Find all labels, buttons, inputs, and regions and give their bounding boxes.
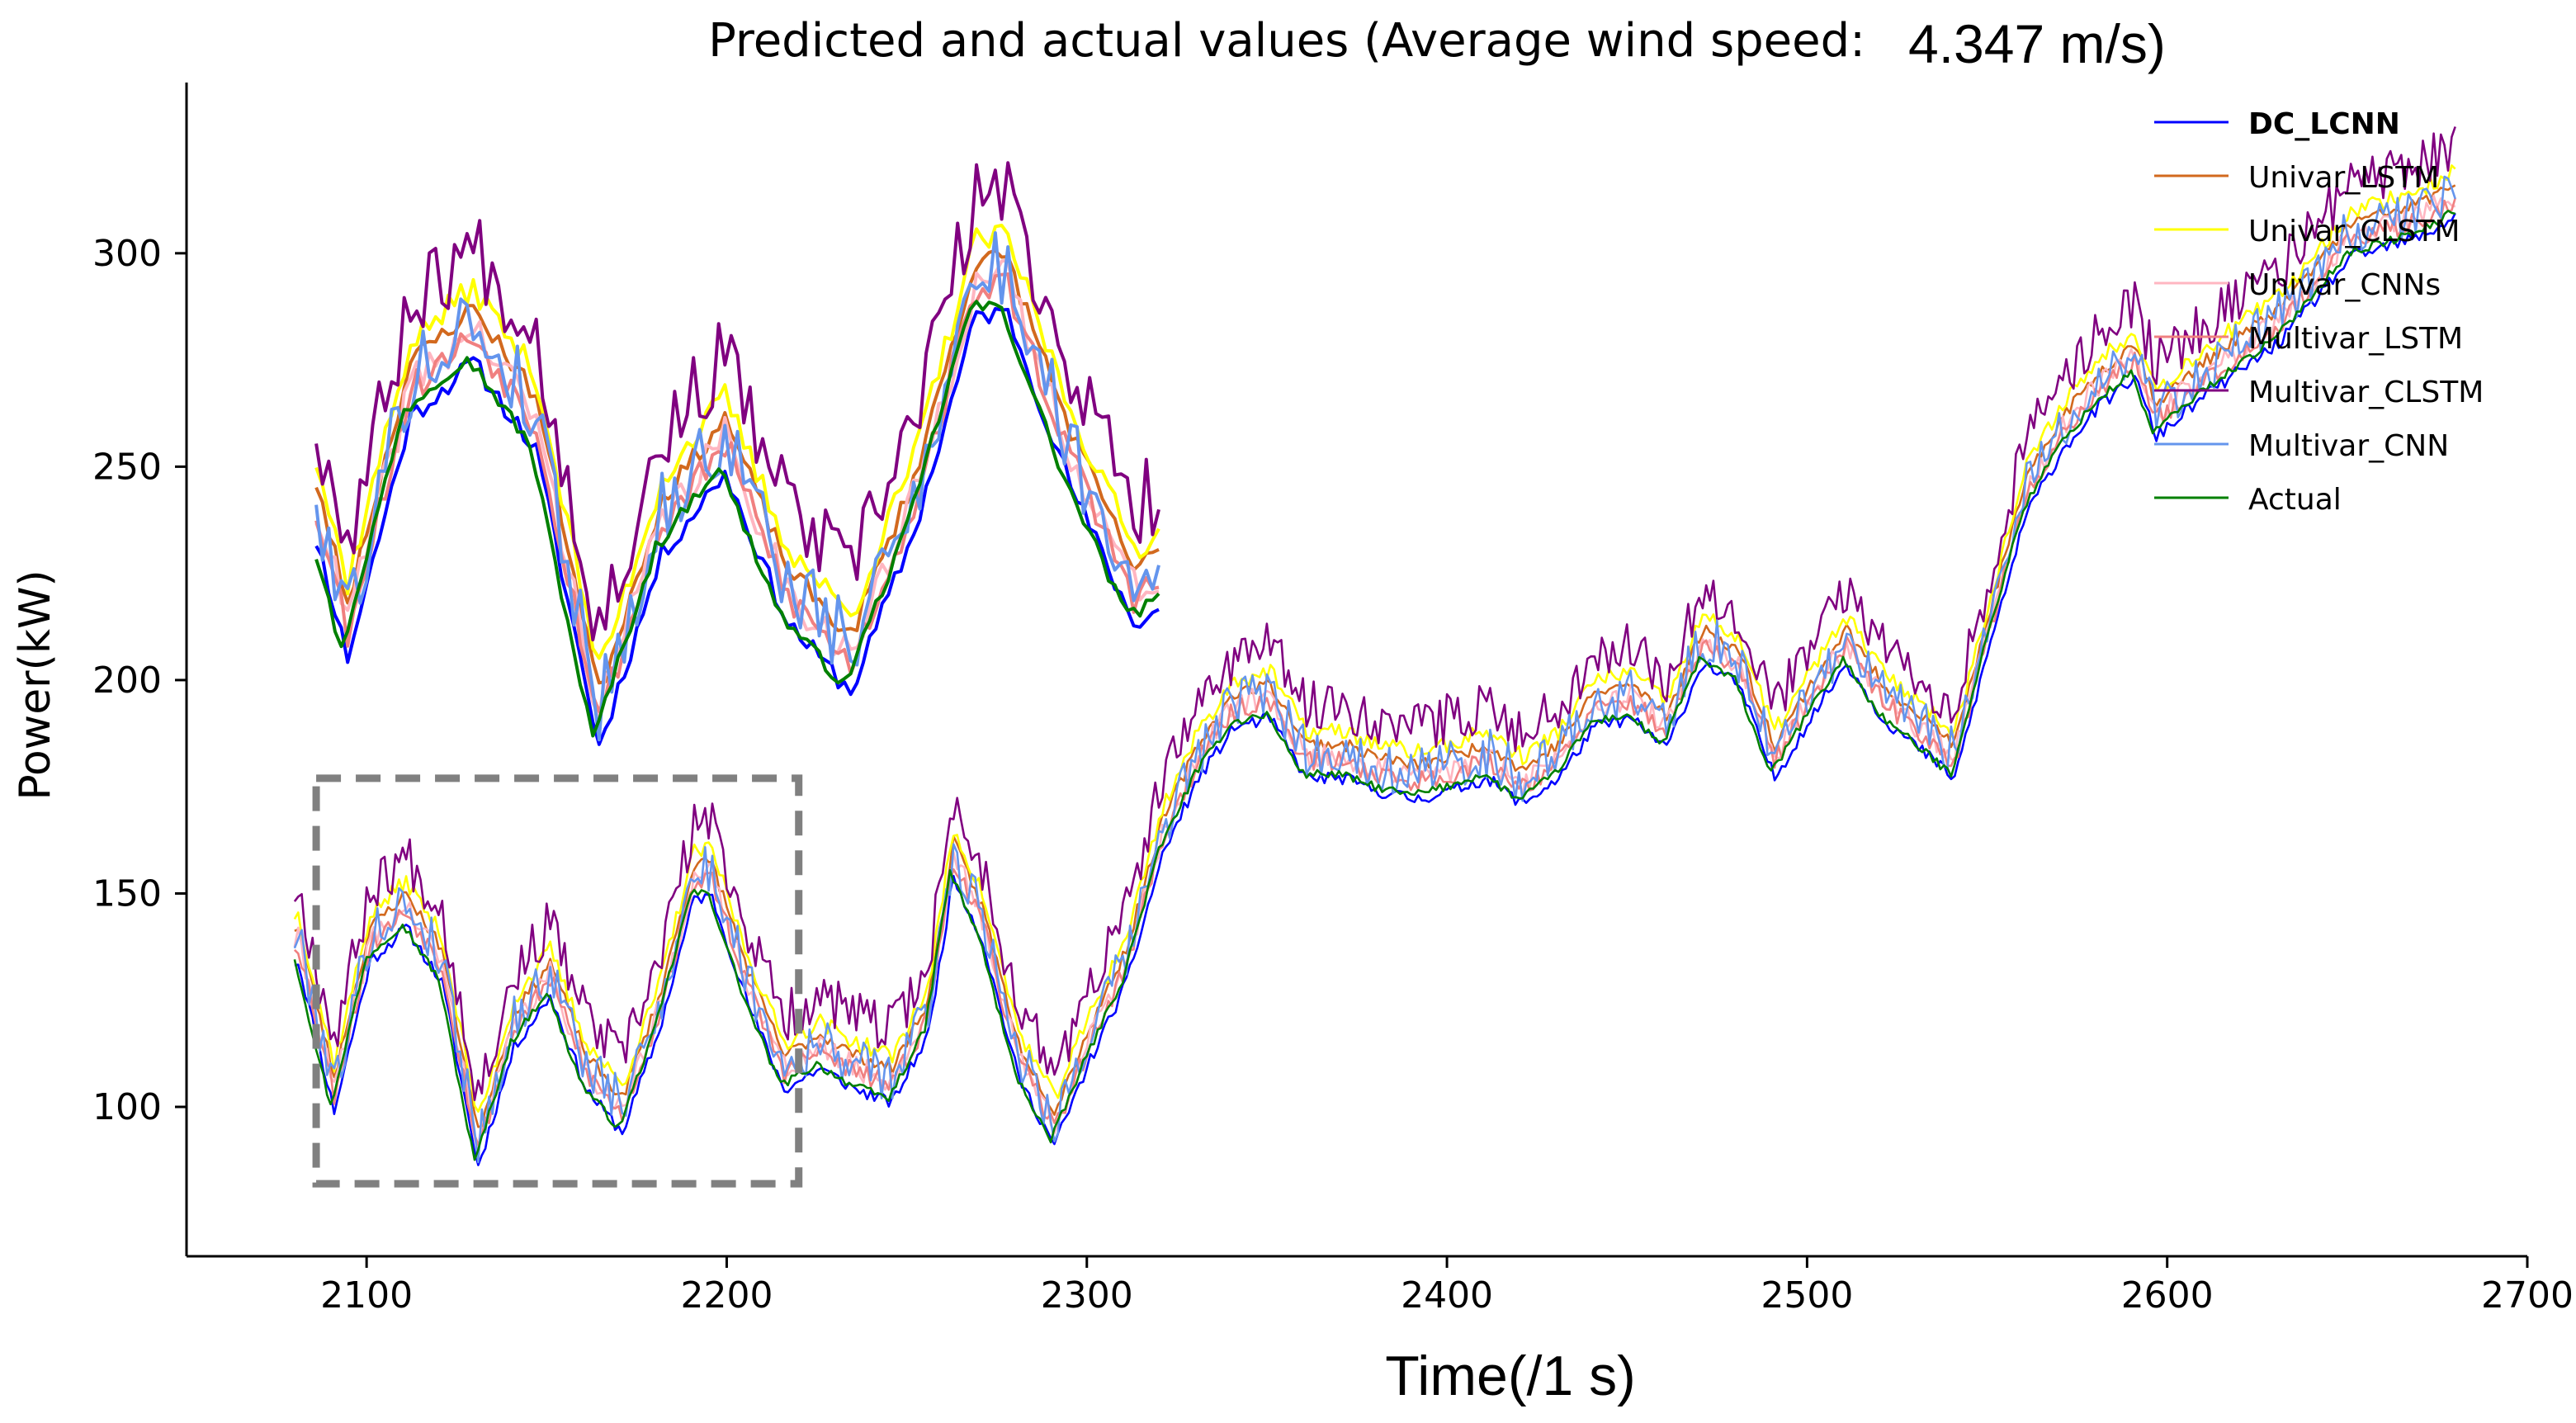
- x-tick-label: 2200: [680, 1274, 773, 1317]
- inset-line-multivar-lstm: [314, 272, 1160, 713]
- legend-entry: Univar_CNNs: [2248, 268, 2441, 302]
- chart-title-value: 4.347 m/s): [1908, 13, 2166, 74]
- x-axis-label: Time(/1 s): [1385, 1345, 1635, 1407]
- inset-line-actual: [314, 300, 1160, 738]
- chart-title: Predicted and actual values (Average win…: [708, 13, 2166, 74]
- y-tick-labels: 100 150 200 250 300: [92, 233, 187, 1128]
- inset-line-multivar-clstm: [314, 161, 1160, 642]
- legend-entry: Univar_LSTM: [2248, 161, 2439, 195]
- x-tick-labels: 2100 2200 2300 2400 2500 2600 2700: [320, 1256, 2574, 1317]
- chart-title-text: Predicted and actual values (Average win…: [708, 14, 1865, 68]
- y-axis-label: Power(kW): [11, 570, 60, 800]
- x-tick-label: 2300: [1041, 1274, 1133, 1317]
- series-line-univar-clstm: [293, 164, 2456, 1113]
- y-tick-label: 200: [92, 659, 162, 702]
- y-tick-label: 300: [92, 233, 162, 275]
- series-line-actual: [293, 210, 2456, 1161]
- series-lines: [293, 126, 2456, 1166]
- zoom-region-box: [312, 774, 803, 1188]
- x-tick-label: 2100: [320, 1274, 413, 1317]
- legend-entry: Actual: [2248, 483, 2342, 517]
- legend-entry: Multivar_CNN: [2248, 429, 2449, 463]
- legend-entry: Multivar_CLSTM: [2248, 376, 2484, 409]
- y-tick-label: 150: [92, 872, 162, 915]
- x-tick-label: 2700: [2481, 1274, 2574, 1317]
- legend-entry: DC_LCNN: [2248, 107, 2400, 141]
- x-tick-label: 2600: [2121, 1274, 2214, 1317]
- legend-entry: Univar_CLSTM: [2248, 215, 2460, 248]
- x-tick-label: 2500: [1761, 1274, 1853, 1317]
- axes: [185, 83, 2527, 1258]
- inset-zoom-lines: [314, 161, 1160, 746]
- series-line-multivar-cnn: [293, 175, 2456, 1164]
- x-tick-label: 2400: [1401, 1274, 1493, 1317]
- legend-entry: Multivar_LSTM: [2248, 322, 2463, 356]
- series-line-multivar-clstm: [293, 126, 2456, 1102]
- inset-line-univar-clstm: [314, 224, 1160, 660]
- inset-line-dc-lcnn: [314, 307, 1160, 746]
- legend: DC_LCNN Univar_LSTM Univar_CLSTM Univar_CNN…: [2154, 107, 2484, 517]
- y-tick-label: 100: [92, 1086, 162, 1128]
- zoom-box: [312, 774, 803, 1188]
- y-tick-label: 250: [92, 446, 162, 488]
- inset-line-multivar-cnn: [314, 231, 1160, 742]
